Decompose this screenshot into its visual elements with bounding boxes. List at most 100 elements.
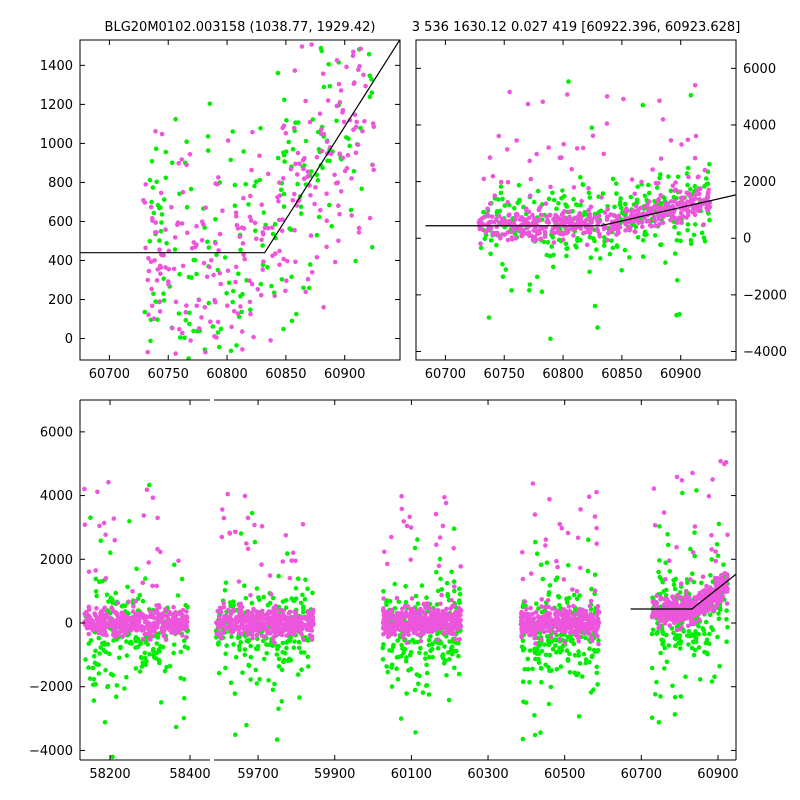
zoom-right-band-green-point [676, 231, 681, 236]
full-season-point [452, 588, 457, 594]
full-season-point [442, 614, 448, 620]
full-season-point [112, 631, 117, 636]
full-season-point [175, 629, 181, 634]
zoom-left-band-magenta-point [158, 271, 163, 277]
zoom-right-band-green-point [534, 274, 540, 280]
zoom-right-band-green-point [702, 184, 707, 189]
zoom-left-band-magenta-point [295, 150, 301, 156]
full-season-point [276, 573, 282, 579]
full-season-point [702, 603, 707, 608]
zoom-left-band-magenta-point [268, 338, 273, 343]
full-season-point [683, 674, 688, 680]
zoom-right-band-green-point [692, 183, 698, 189]
zoom-right-band-magenta-point [690, 209, 695, 215]
zoom-right-band-magenta-point [602, 210, 608, 215]
full-season-point [400, 606, 405, 612]
full-season-point [250, 610, 255, 616]
zoom-right-band-green-point [688, 241, 694, 246]
zoom-left-band-magenta-point [260, 267, 266, 272]
zoom-left-ytick-label: 1200 [40, 98, 73, 113]
full-season-point [550, 646, 556, 652]
zoom-left-band-magenta-point [307, 119, 313, 125]
zoom-right-band-magenta-point [537, 218, 543, 223]
zoom-right-frame [415, 39, 737, 361]
full-season-point [253, 667, 259, 673]
full-season-point [399, 506, 405, 512]
full-season-point [83, 609, 89, 615]
full-season-point [543, 537, 549, 542]
zoom-left-band-green-point [157, 205, 162, 211]
zoom-left-band-magenta-point [247, 299, 253, 305]
full-season-point [539, 679, 544, 685]
full-season-point [542, 629, 548, 634]
full-season-point [579, 610, 585, 616]
full-season-point [661, 510, 667, 515]
full-season-point [440, 655, 446, 661]
full-season-point [384, 626, 389, 632]
zoom-right-band-magenta-point [552, 230, 558, 236]
full-season-point [108, 550, 113, 555]
full-season-point [588, 690, 594, 695]
zoom-left-band-magenta-point [148, 204, 154, 210]
full-season-point [111, 623, 116, 628]
zoom-right-band-magenta-point [633, 229, 638, 235]
full-season-point [310, 590, 315, 596]
full-season-point [575, 671, 581, 676]
full-season-point [300, 592, 305, 598]
zoom-left-band-green-point [325, 158, 330, 164]
full-season-point [261, 594, 267, 600]
zoom-left-band-magenta-point [288, 166, 294, 172]
zoom-right-panel: 60700 60750 60800 60850 60900−4000−200002000… [412, 20, 787, 382]
zoom-right-band-magenta-point [679, 142, 684, 147]
full-season-point [706, 587, 711, 593]
zoom-left-band-green-point [187, 321, 192, 327]
full-season-point [146, 560, 151, 565]
zoom-left-band-magenta-point [324, 191, 329, 196]
full-season-point [437, 556, 443, 562]
zoom-right-band-magenta-point [679, 220, 684, 225]
zoom-left-band-magenta-point [277, 193, 283, 198]
full-season-point [126, 599, 131, 604]
full-season-point [587, 604, 593, 609]
full-season-point [694, 488, 699, 493]
zoom-right-band-magenta-point [551, 217, 556, 222]
zoom-right-ytick-label: 6000 [743, 62, 776, 77]
zoom-left-band-green-point [282, 159, 287, 164]
full-season-point [408, 557, 414, 562]
full-season-point [546, 642, 551, 648]
full-season-point [381, 642, 386, 647]
full-season-point [546, 664, 551, 670]
zoom-right-band-magenta-point [675, 202, 680, 208]
zoom-right-band-magenta-point [510, 229, 515, 235]
full-season-point [143, 576, 148, 581]
full-season-point [428, 634, 433, 639]
full-season-point [250, 624, 255, 630]
zoom-right-band-green-point [549, 244, 554, 249]
full-season-point [717, 664, 722, 669]
zoom-left-band-green-point [321, 84, 327, 90]
full-season-point [712, 674, 717, 679]
full-season-point [385, 669, 391, 675]
zoom-right-band-green-point [612, 204, 617, 210]
full-season-point [525, 666, 531, 672]
full-season-xtick-label: 59900 [314, 767, 355, 782]
full-season-point [127, 627, 133, 632]
full-season-point [664, 659, 670, 665]
zoom-left-band-magenta-point [319, 148, 325, 154]
full-season-point [544, 634, 550, 639]
zoom-right-band-magenta-point [686, 174, 691, 180]
full-season-point [724, 608, 729, 613]
full-season-point [532, 646, 537, 652]
full-season-point [416, 611, 421, 616]
full-season-point [245, 609, 251, 614]
full-season-point [412, 687, 418, 693]
full-season-point [84, 625, 90, 631]
full-season-point [111, 516, 117, 521]
full-season-point [592, 588, 598, 593]
zoom-left-band-green-point [161, 197, 167, 202]
zoom-right-band-green-point [640, 254, 646, 259]
zoom-left-band-green-point [270, 231, 276, 237]
full-season-point [124, 653, 130, 658]
zoom-right-band-magenta-point [582, 220, 587, 225]
zoom-left-band-magenta-point [238, 304, 243, 309]
